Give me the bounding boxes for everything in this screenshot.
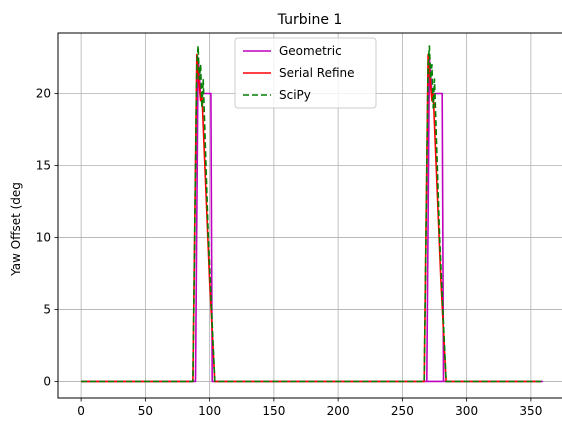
series-layer bbox=[81, 45, 544, 383]
x-tick-label: 250 bbox=[391, 404, 414, 418]
y-tick-label: 10 bbox=[36, 230, 51, 244]
x-tick-label: 50 bbox=[138, 404, 153, 418]
y-axis-label: Yaw Offset (deg bbox=[9, 182, 23, 277]
y-tick-label: 15 bbox=[36, 158, 51, 172]
x-tick-label: 150 bbox=[262, 404, 285, 418]
x-axis: 0 50 100 150 200 250 300 350 bbox=[77, 398, 542, 418]
x-tick-label: 100 bbox=[198, 404, 221, 418]
y-tick-label: 5 bbox=[43, 302, 51, 316]
x-tick-label: 350 bbox=[519, 404, 542, 418]
x-tick-label: 300 bbox=[455, 404, 478, 418]
series-line-scipy bbox=[81, 45, 542, 383]
y-tick-label: 20 bbox=[36, 86, 51, 100]
plot-frame bbox=[57, 32, 562, 399]
chart-title: Turbine 1 bbox=[277, 12, 343, 28]
legend-label: Serial Refine bbox=[279, 66, 355, 80]
legend: Geometric Serial Refine SciPy bbox=[234, 37, 377, 109]
x-tick-label: 0 bbox=[77, 404, 85, 418]
y-tick-label: 0 bbox=[43, 374, 51, 388]
legend-label: SciPy bbox=[279, 88, 311, 102]
y-axis: 0 5 10 15 20 bbox=[36, 86, 58, 388]
legend-label: Geometric bbox=[279, 44, 342, 58]
legend-box bbox=[234, 37, 377, 109]
x-tick-label: 200 bbox=[327, 404, 350, 418]
